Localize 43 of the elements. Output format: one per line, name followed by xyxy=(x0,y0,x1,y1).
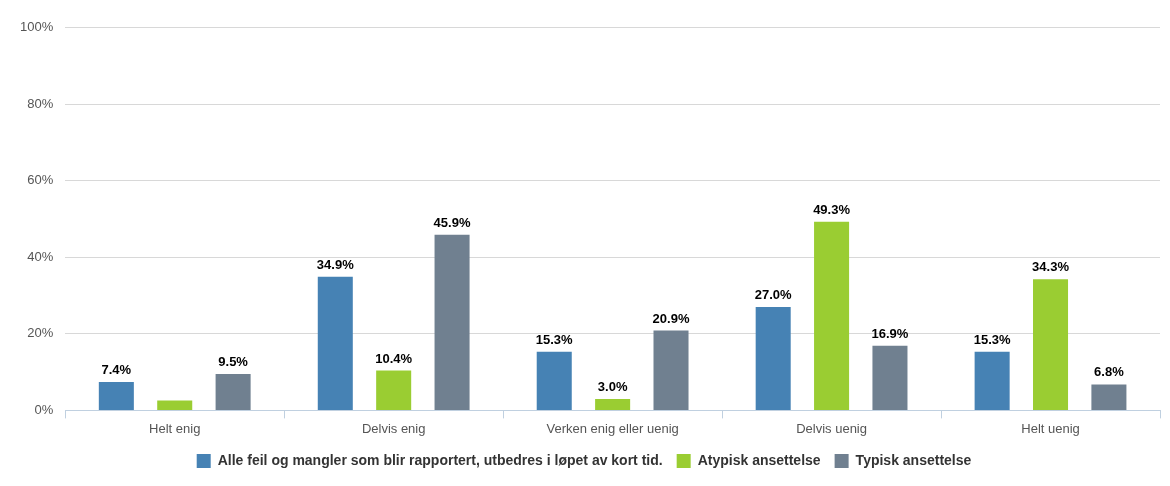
data-label: 45.9% xyxy=(433,214,471,230)
bar xyxy=(1091,384,1127,410)
x-tick-label: Helt enig xyxy=(149,420,201,436)
data-label: 6.8% xyxy=(1094,364,1125,380)
y-tick-label: 40% xyxy=(27,248,54,264)
x-tick-label: Verken enig eller uenig xyxy=(546,420,679,436)
data-label: 15.3% xyxy=(535,331,574,347)
data-label: 16.9% xyxy=(871,325,909,341)
x-tick-label: Helt uenig xyxy=(1021,420,1080,436)
bar xyxy=(376,370,412,410)
y-tick-label: 0% xyxy=(34,401,54,417)
legend-label: Atypisk ansettelse xyxy=(697,451,821,468)
bar xyxy=(653,330,689,410)
data-label: 15.3% xyxy=(973,331,1011,347)
y-tick-label: 80% xyxy=(27,95,54,111)
bar xyxy=(974,351,1010,410)
data-label: 7.4% xyxy=(101,362,132,378)
y-tick-label: 60% xyxy=(27,172,54,188)
bar xyxy=(157,400,193,410)
data-label: 34.3% xyxy=(1032,259,1070,275)
data-label: 27.0% xyxy=(754,287,793,303)
x-tick-label: Delvis enig xyxy=(361,420,426,436)
bar xyxy=(215,374,251,410)
data-label: 10.4% xyxy=(375,350,413,366)
bar xyxy=(595,398,631,410)
bar xyxy=(755,307,791,410)
bar xyxy=(98,382,134,410)
data-label: 20.9% xyxy=(652,310,690,326)
x-tick-label: Delvis uenig xyxy=(796,420,867,436)
bar xyxy=(872,345,908,410)
data-label: 34.9% xyxy=(316,256,355,272)
data-label: 3.0% xyxy=(597,379,628,394)
legend-label: Alle feil og mangler som blir rapportert, utbedres i løpet av kort tid. xyxy=(217,451,663,468)
bar xyxy=(814,221,850,410)
legend-label: Typisk ansettelse xyxy=(855,451,972,468)
data-label: 9.5% xyxy=(218,354,249,370)
bar xyxy=(317,276,353,410)
data-label: 49.3% xyxy=(813,201,851,217)
bar xyxy=(536,351,572,410)
bar xyxy=(434,234,470,410)
y-tick-label: 20% xyxy=(27,325,54,341)
y-tick-label: 100% xyxy=(20,19,54,35)
bar xyxy=(1033,279,1069,410)
